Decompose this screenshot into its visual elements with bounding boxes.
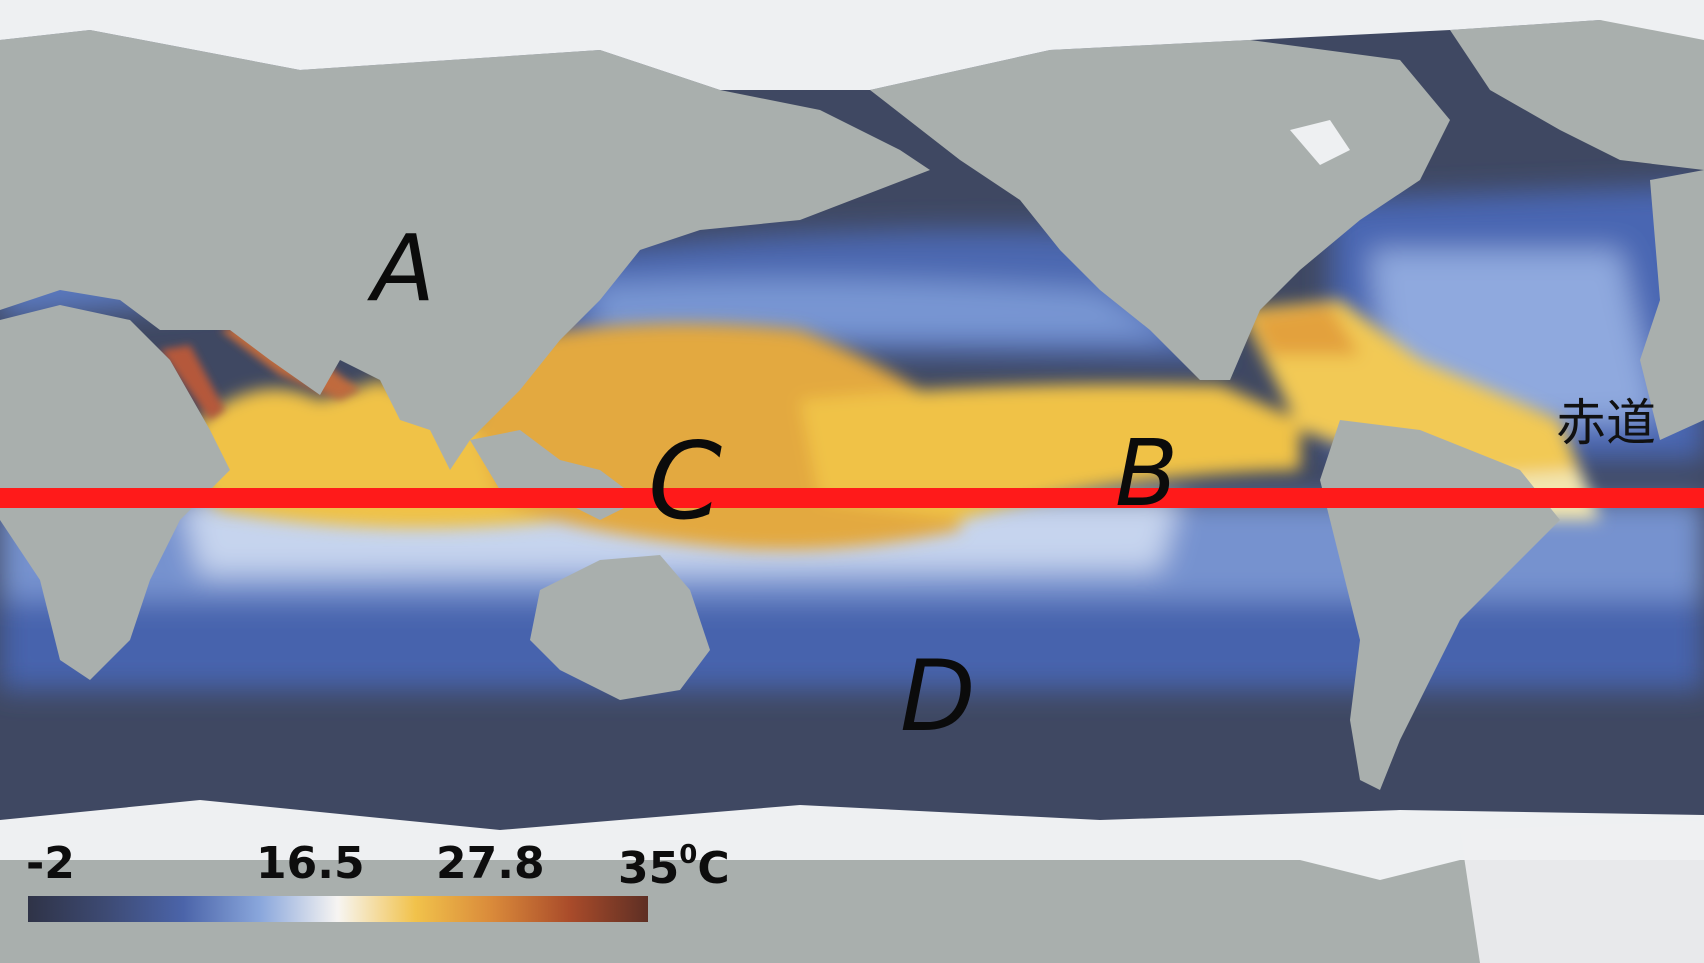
legend-value-warm: 27.8 bbox=[436, 838, 545, 889]
north-america bbox=[870, 40, 1450, 380]
antarctica bbox=[0, 860, 1704, 963]
australia bbox=[530, 555, 710, 700]
legend-unit-letter: C bbox=[697, 843, 730, 894]
legend-value-max: 350C bbox=[618, 842, 730, 891]
equator-line bbox=[0, 488, 1704, 508]
legend-value-mid: 16.5 bbox=[256, 838, 365, 889]
south-america bbox=[1320, 420, 1560, 790]
temperature-color-bar bbox=[28, 896, 648, 922]
point-label-c: C bbox=[648, 420, 722, 543]
greenland bbox=[1450, 20, 1704, 170]
equator-label: 赤道 bbox=[1556, 394, 1656, 452]
legend-unit-degree: 0 bbox=[679, 840, 698, 870]
legend-max-number: 35 bbox=[618, 843, 680, 894]
land-masses bbox=[0, 20, 1704, 963]
eurasia bbox=[0, 30, 930, 470]
point-label-b: B bbox=[1115, 420, 1178, 527]
point-label-a: A bbox=[367, 215, 435, 322]
legend-value-min: -2 bbox=[26, 838, 75, 889]
point-label-d: D bbox=[900, 640, 975, 754]
